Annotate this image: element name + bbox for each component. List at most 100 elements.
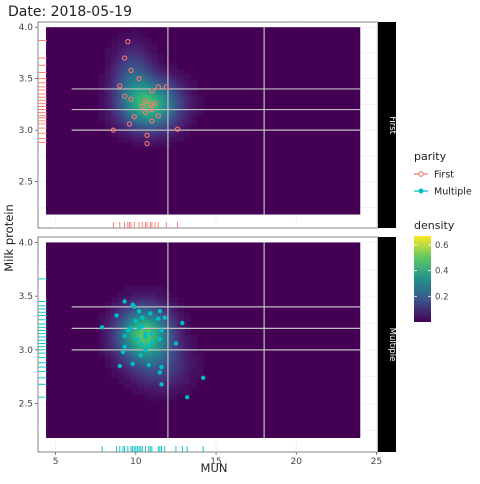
heatmap-cell (137, 361, 145, 368)
heatmap-cell (190, 383, 198, 390)
heatmap-cell (131, 389, 139, 396)
heatmap-cell (144, 318, 152, 325)
heatmap-cell (176, 356, 185, 363)
heatmap-cell (98, 94, 106, 101)
heatmap-cell (170, 389, 178, 396)
data-point (163, 84, 169, 90)
heatmap-cell (131, 329, 139, 336)
heatmap-cell (137, 37, 145, 44)
facet-strip: First (378, 22, 397, 228)
facet-panel-first (37, 21, 379, 229)
heatmap-cell (176, 105, 185, 112)
heatmap-cell (137, 318, 145, 325)
heatmap-cell (131, 79, 139, 86)
data-point (117, 83, 123, 89)
heatmap-cell (157, 79, 165, 86)
heatmap-cell (176, 89, 185, 96)
data-point (138, 353, 143, 358)
heatmap-cell (176, 389, 185, 396)
heatmap-cell (137, 356, 145, 363)
heatmap-cell (131, 323, 139, 330)
heatmap-cell (170, 115, 178, 122)
heatmap-cell (144, 389, 152, 396)
heatmap-cell (111, 105, 119, 112)
data-point (132, 304, 137, 310)
heatmap-cell (111, 361, 119, 368)
heatmap-cell (157, 318, 165, 325)
heatmap-cell (111, 307, 119, 314)
heatmap-cell (118, 110, 126, 117)
heatmap-cell (157, 74, 165, 80)
data-point (133, 318, 139, 324)
heatmap-cell (190, 334, 198, 341)
heatmap-cell (183, 351, 191, 358)
heatmap-cell (176, 302, 185, 309)
heatmap-cell (150, 42, 158, 49)
heatmap-cell (118, 100, 126, 106)
heatmap-cell (157, 131, 165, 138)
heatmap-cell (104, 361, 113, 368)
heatmap-cell (124, 307, 132, 314)
data-point (155, 84, 161, 90)
heatmap-cell (176, 79, 185, 86)
heatmap-cell (144, 329, 152, 336)
heatmap-cell (104, 345, 113, 352)
heatmap-cell (137, 100, 145, 106)
heatmap-cell (157, 389, 165, 396)
heatmap-cell (124, 361, 132, 368)
data-point (142, 98, 149, 104)
data-point (173, 341, 179, 346)
y-tick-label: 3.0 (19, 346, 34, 356)
heatmap-cell (170, 94, 178, 101)
data-point (142, 109, 149, 116)
heatmap-cell (150, 84, 158, 91)
heatmap-cell (183, 318, 191, 325)
heatmap-cell (131, 42, 139, 49)
heatmap-cell (131, 47, 139, 54)
data-point (138, 342, 143, 347)
heatmap-cell (196, 100, 204, 106)
heatmap-cell (137, 334, 145, 341)
heatmap-cell (124, 37, 132, 44)
heatmap-cell (183, 120, 191, 127)
heatmap-cell (144, 323, 152, 330)
heatmap-cell (137, 389, 145, 396)
data-point (135, 336, 140, 342)
data-point (131, 114, 137, 120)
heatmap-cell (118, 367, 126, 374)
density-heatmap (46, 242, 361, 439)
y-tick-label: 4.0 (19, 238, 34, 248)
heatmap-cell (170, 383, 178, 390)
heatmap-cell (124, 136, 132, 143)
heatmap-cell (124, 74, 132, 80)
heatmap-cell (131, 383, 139, 390)
data-point (125, 38, 131, 45)
heatmap-cell (137, 79, 145, 86)
heatmap-cell (183, 356, 191, 363)
heatmap-cell (176, 329, 185, 336)
heatmap-cell (111, 68, 119, 75)
heatmap-cell (190, 351, 198, 358)
heatmap-cell (183, 378, 191, 385)
heatmap-cell (104, 302, 113, 309)
heatmap-cell (111, 120, 119, 127)
heatmap-cell (170, 79, 178, 86)
heatmap-cell (183, 323, 191, 330)
heatmap-cell (176, 68, 185, 75)
heatmap-cell (124, 372, 132, 379)
heatmap-cell (196, 367, 204, 374)
heatmap-cell (170, 334, 178, 341)
heatmap-cell (183, 126, 191, 132)
heatmap-cell (144, 115, 152, 122)
heatmap-cell (170, 120, 178, 127)
heatmap-cell (104, 58, 113, 65)
heatmap-cell (137, 307, 145, 314)
heatmap-cell (131, 89, 139, 96)
heatmap-cell (183, 115, 191, 122)
heatmap-cell (137, 58, 145, 65)
heatmap-cell (111, 340, 119, 347)
heatmap-cell (183, 84, 191, 91)
heatmap-cell (144, 291, 152, 298)
heatmap-cell (183, 389, 191, 396)
heatmap-cell (157, 105, 165, 112)
